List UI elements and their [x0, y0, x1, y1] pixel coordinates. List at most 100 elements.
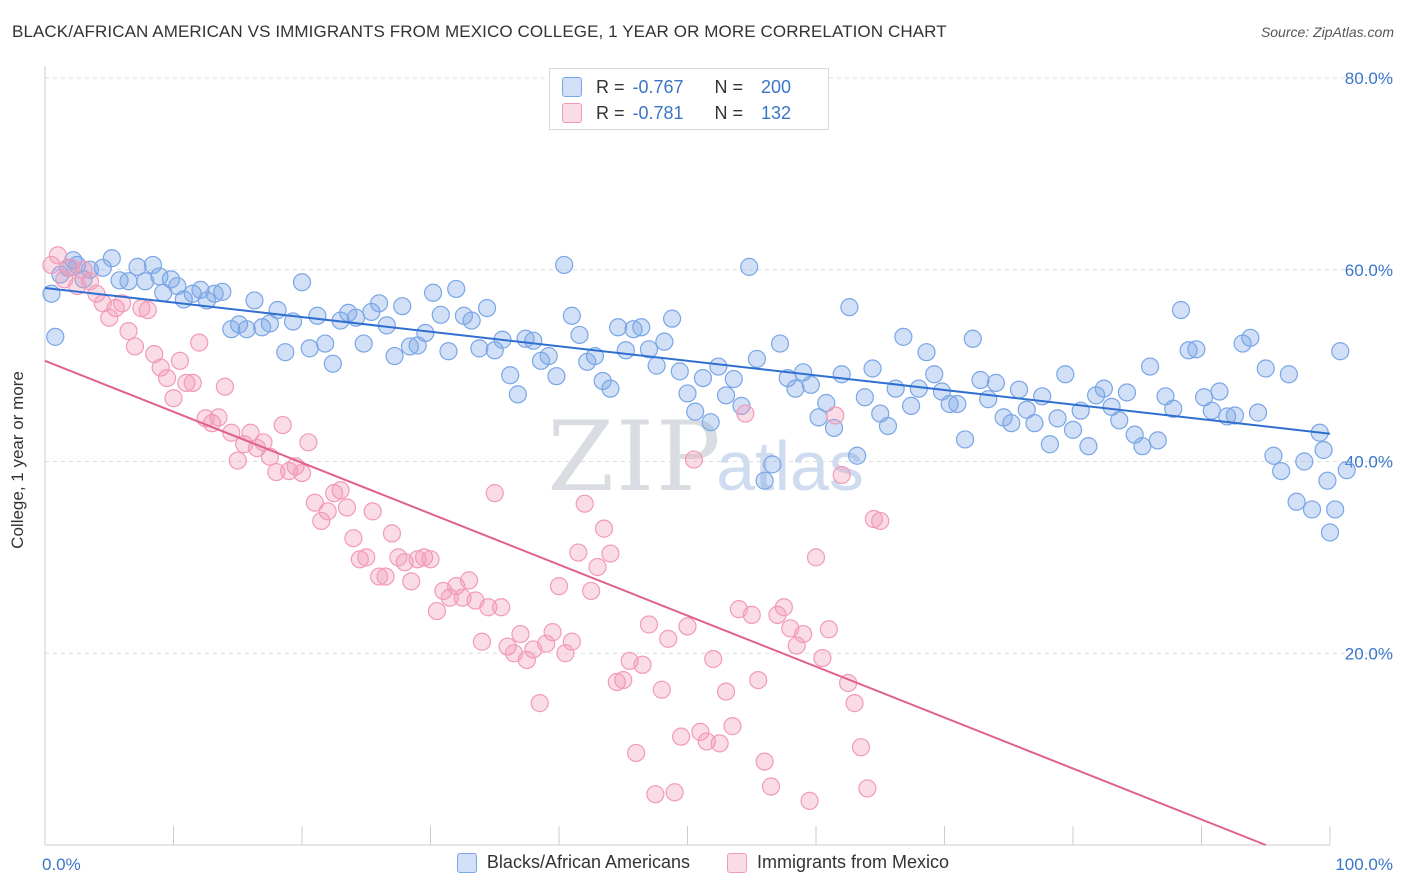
legend-swatch-mexico: [727, 852, 748, 873]
legend-label-blacks: Blacks/African Americans: [486, 852, 690, 872]
point-mexico: [350, 550, 369, 569]
point-mexico: [209, 408, 228, 427]
point-blacks: [74, 270, 93, 289]
point-blacks: [901, 396, 921, 415]
point-mexico: [318, 502, 337, 521]
point-blacks: [143, 255, 163, 275]
point-mexico: [813, 648, 832, 668]
point-mexico: [556, 644, 575, 663]
point-blacks: [308, 306, 327, 325]
point-mexico: [633, 655, 652, 674]
r-label: R =: [596, 76, 625, 97]
point-blacks: [1187, 340, 1206, 359]
legend-item-mexico: Immigrants from Mexico: [727, 852, 949, 873]
point-mexico: [414, 548, 434, 567]
point-mexico: [665, 783, 684, 802]
point-blacks: [709, 357, 728, 376]
point-mexico: [749, 670, 768, 690]
legend-swatch-blacks: [456, 852, 477, 873]
point-mexico: [138, 300, 157, 320]
point-mexico: [575, 494, 594, 513]
point-blacks: [971, 370, 990, 390]
point-mexico: [485, 484, 504, 503]
r-value: -0.781: [632, 102, 684, 123]
point-blacks: [740, 257, 759, 276]
point-blacks: [562, 306, 581, 325]
point-mexico: [543, 623, 562, 642]
point-blacks: [276, 343, 295, 362]
point-mexico: [614, 670, 633, 690]
y-axis-title: College, 1 year or more: [8, 371, 27, 549]
point-blacks: [693, 368, 713, 388]
point-blacks: [1040, 435, 1059, 454]
n-label: N =: [714, 76, 744, 97]
point-blacks: [963, 329, 982, 348]
point-mexico: [337, 498, 357, 517]
point-mexico: [112, 294, 132, 313]
point-blacks: [647, 356, 666, 375]
point-blacks: [724, 369, 743, 389]
point-blacks: [840, 298, 859, 317]
point-mexico: [357, 548, 376, 567]
point-mexico: [273, 415, 292, 435]
point-blacks: [501, 366, 520, 385]
point-mexico: [639, 615, 659, 634]
point-blacks: [462, 311, 481, 330]
point-mexico: [125, 337, 145, 356]
point-mexico: [671, 727, 691, 746]
point-blacks: [292, 273, 312, 292]
point-mexico: [594, 519, 614, 538]
point-mexico: [74, 260, 93, 279]
point-mexico: [492, 598, 511, 617]
point-blacks: [136, 272, 155, 291]
point-blacks: [370, 294, 389, 313]
stats-row-blacks: R = -0.767 N = 200: [562, 74, 791, 100]
point-blacks: [477, 299, 497, 318]
n-label: N =: [714, 102, 744, 123]
y-tick-label: 40.0%: [1345, 453, 1393, 472]
point-mexico: [170, 351, 190, 370]
point-blacks: [955, 430, 975, 449]
point-blacks: [128, 257, 147, 276]
point-mexico: [537, 634, 556, 653]
point-mexico: [177, 373, 196, 392]
point-blacks: [678, 384, 697, 403]
point-blacks: [1248, 403, 1268, 422]
point-blacks: [1256, 359, 1275, 378]
point-mexico: [710, 734, 729, 753]
bottom-legend: Blacks/African Americans Immigrants from…: [0, 852, 1406, 878]
point-blacks: [102, 249, 121, 268]
point-blacks: [1337, 461, 1356, 480]
point-blacks: [894, 327, 913, 346]
point-blacks: [878, 416, 898, 436]
point-blacks: [1087, 386, 1106, 405]
point-mexico: [858, 779, 877, 798]
point-mexico: [549, 577, 569, 596]
y-tick-label: 20.0%: [1345, 644, 1393, 663]
point-blacks: [470, 339, 489, 358]
point-blacks: [197, 291, 217, 310]
point-blacks: [423, 283, 443, 302]
point-blacks: [555, 255, 574, 275]
watermark-atlas: atlas: [716, 427, 864, 505]
point-blacks: [639, 340, 659, 359]
point-blacks: [832, 365, 851, 384]
point-mexico: [659, 629, 678, 648]
point-mexico: [723, 717, 742, 736]
point-mexico: [684, 450, 704, 469]
point-blacks: [316, 334, 335, 353]
point-mexico: [382, 524, 402, 543]
point-mexico: [716, 682, 736, 701]
stats-row-mexico: R = -0.781 N = 132: [562, 100, 791, 126]
point-blacks: [716, 386, 736, 405]
point-blacks: [1179, 341, 1198, 360]
point-mexico: [228, 451, 247, 470]
point-mexico: [562, 632, 581, 651]
point-blacks: [1295, 452, 1314, 471]
point-blacks: [632, 318, 651, 337]
legend-label-mexico: Immigrants from Mexico: [757, 852, 950, 872]
point-mexico: [363, 502, 382, 521]
point-blacks: [925, 365, 944, 384]
point-blacks: [655, 332, 674, 351]
point-mexico: [370, 567, 389, 586]
